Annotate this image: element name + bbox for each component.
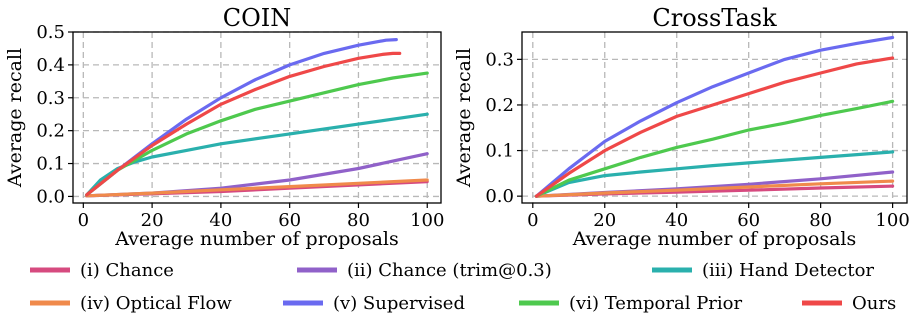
plot-frame xyxy=(521,31,908,204)
y-tick-label: 0.2 xyxy=(36,121,65,142)
x-tick-label: 20 xyxy=(593,210,616,231)
x-tick-label: 100 xyxy=(875,210,909,231)
series-line-iv-optical-flow xyxy=(85,178,429,198)
series-line-iii-hand-detector xyxy=(534,150,895,198)
x-tick-label: 0 xyxy=(78,210,89,231)
x-tick-label: 100 xyxy=(410,210,444,231)
y-axis-label: Average recall xyxy=(4,48,26,188)
series-line-vi-temporal-prior xyxy=(85,71,429,197)
legend-label: (vi) Temporal Prior xyxy=(569,293,743,314)
series-line-v-supervised xyxy=(534,35,895,198)
y-tick-label: 0.3 xyxy=(36,88,65,109)
x-tick-label: 20 xyxy=(141,210,164,231)
legend-item-i-chance: (i) Chance xyxy=(30,260,174,281)
legend-item-ours: Ours xyxy=(802,293,896,314)
legend-item-iv-optical-flow: (iv) Optical Flow xyxy=(30,293,232,314)
x-tick-label: 60 xyxy=(278,210,301,231)
y-tick-label: 0.1 xyxy=(36,154,65,175)
series-line-ours xyxy=(85,51,402,197)
y-tick-label: 0.1 xyxy=(485,141,514,162)
y-tick-label: 0.0 xyxy=(36,186,65,207)
series-line-iv-optical-flow xyxy=(534,179,895,198)
chart-panel-2: 0 20 40 60 80 100 0.0 0.1 0.2 0.3 CrossTask Average… xyxy=(453,4,910,250)
legend-label: (iii) Hand Detector xyxy=(702,260,874,281)
legend-item-ii-chance-trim-0-3: (ii) Chance (trim@0.3) xyxy=(297,260,552,281)
x-tick-label: 80 xyxy=(347,210,370,231)
y-tick-label: 0.4 xyxy=(36,55,65,76)
series-line-ours xyxy=(534,56,895,198)
legend-label: (v) Supervised xyxy=(333,293,465,314)
x-axis-label: Average number of proposals xyxy=(572,228,857,250)
legend-item-v-supervised: (v) Supervised xyxy=(283,293,465,314)
legend-label: Ours xyxy=(852,293,896,314)
plot-frame xyxy=(72,31,442,204)
x-axis-label: Average number of proposals xyxy=(114,228,399,250)
y-tick-label: 0.0 xyxy=(485,186,514,207)
x-tick-label: 40 xyxy=(209,210,232,231)
y-axis-label: Average recall xyxy=(453,48,475,188)
chart-title: COIN xyxy=(223,4,292,32)
x-tick-label: 0 xyxy=(527,210,538,231)
chart-panel-1: 0 20 40 60 80 100 0.0 0.1 0.2 0.3 0.4 0.5 COIN Averag… xyxy=(4,4,444,250)
series-line-vi-temporal-prior xyxy=(534,99,895,198)
legend-label: (ii) Chance (trim@0.3) xyxy=(347,260,552,281)
y-tick-label: 0.2 xyxy=(485,95,514,116)
x-tick-label: 40 xyxy=(665,210,688,231)
legend-label: (iv) Optical Flow xyxy=(80,293,232,314)
y-tick-label: 0.5 xyxy=(36,22,65,43)
y-tick-label: 0.3 xyxy=(485,49,514,70)
legend: (i) Chance (ii) Chance (trim@0.3) (iii) Ha… xyxy=(30,260,896,314)
x-tick-label: 80 xyxy=(809,210,832,231)
series-line-iii-hand-detector xyxy=(85,112,429,197)
legend-item-iii-hand-detector: (iii) Hand Detector xyxy=(652,260,874,281)
legend-item-vi-temporal-prior: (vi) Temporal Prior xyxy=(519,293,743,314)
chart-title: CrossTask xyxy=(652,4,777,32)
x-tick-label: 60 xyxy=(737,210,760,231)
legend-label: (i) Chance xyxy=(80,260,174,281)
